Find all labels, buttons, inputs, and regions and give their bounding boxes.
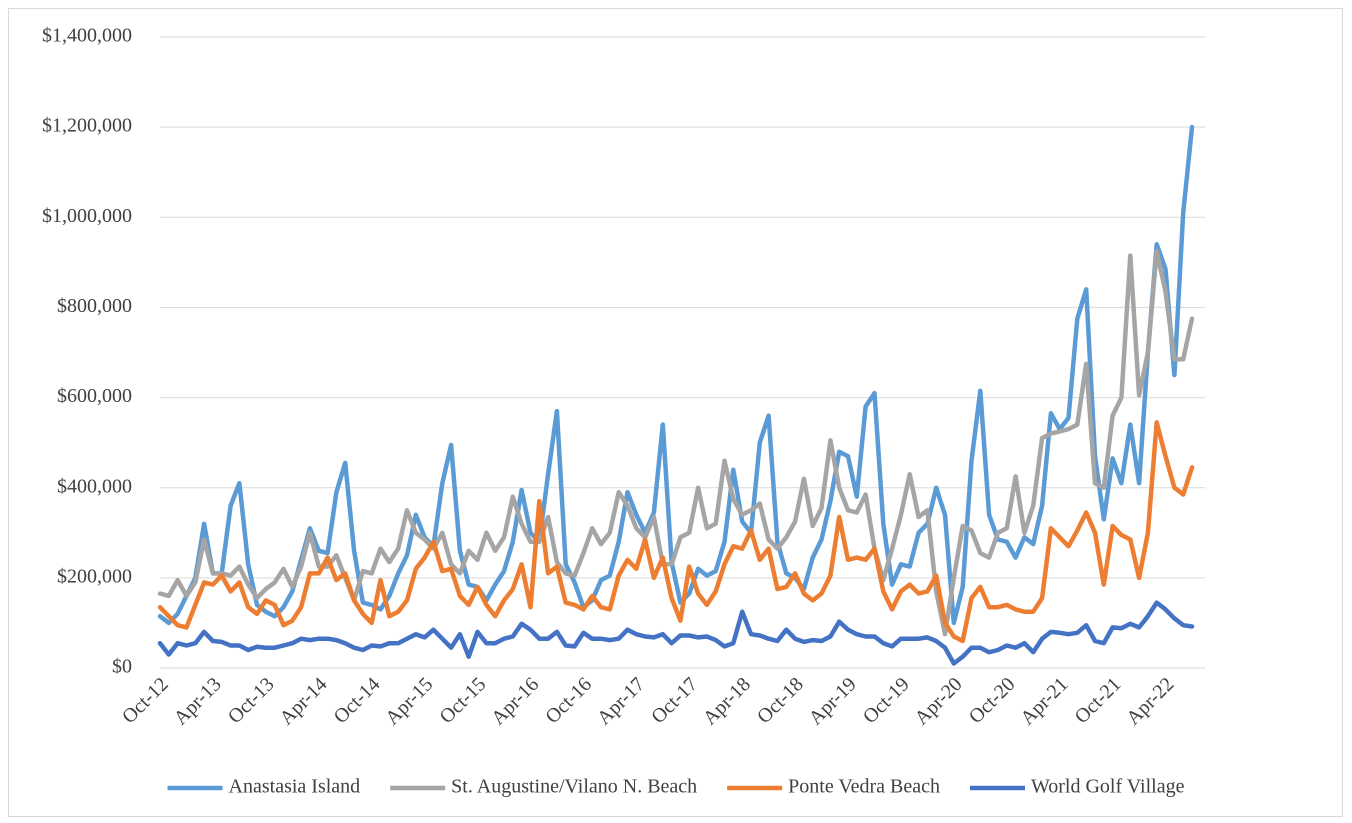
y-tick-label: $600,000 xyxy=(57,385,132,407)
series-line xyxy=(157,420,1195,644)
y-tick-label: $1,400,000 xyxy=(42,25,132,47)
y-tick-label: $800,000 xyxy=(57,295,132,317)
y-tick-label: $200,000 xyxy=(57,565,132,587)
chart-border xyxy=(8,8,1343,817)
series-line xyxy=(157,124,1195,626)
series-line xyxy=(157,600,1195,666)
y-tick-label: $400,000 xyxy=(57,475,132,497)
legend-label: Anastasia Island xyxy=(229,776,361,798)
series-line xyxy=(157,248,1195,637)
legend-label: World Golf Village xyxy=(1031,776,1185,798)
legend-label: Ponte Vedra Beach xyxy=(788,776,940,798)
legend-label: St. Augustine/Vilano N. Beach xyxy=(451,776,697,798)
y-tick-label: $0 xyxy=(112,656,132,678)
y-tick-label: $1,200,000 xyxy=(42,115,132,137)
y-tick-label: $1,000,000 xyxy=(42,205,132,227)
